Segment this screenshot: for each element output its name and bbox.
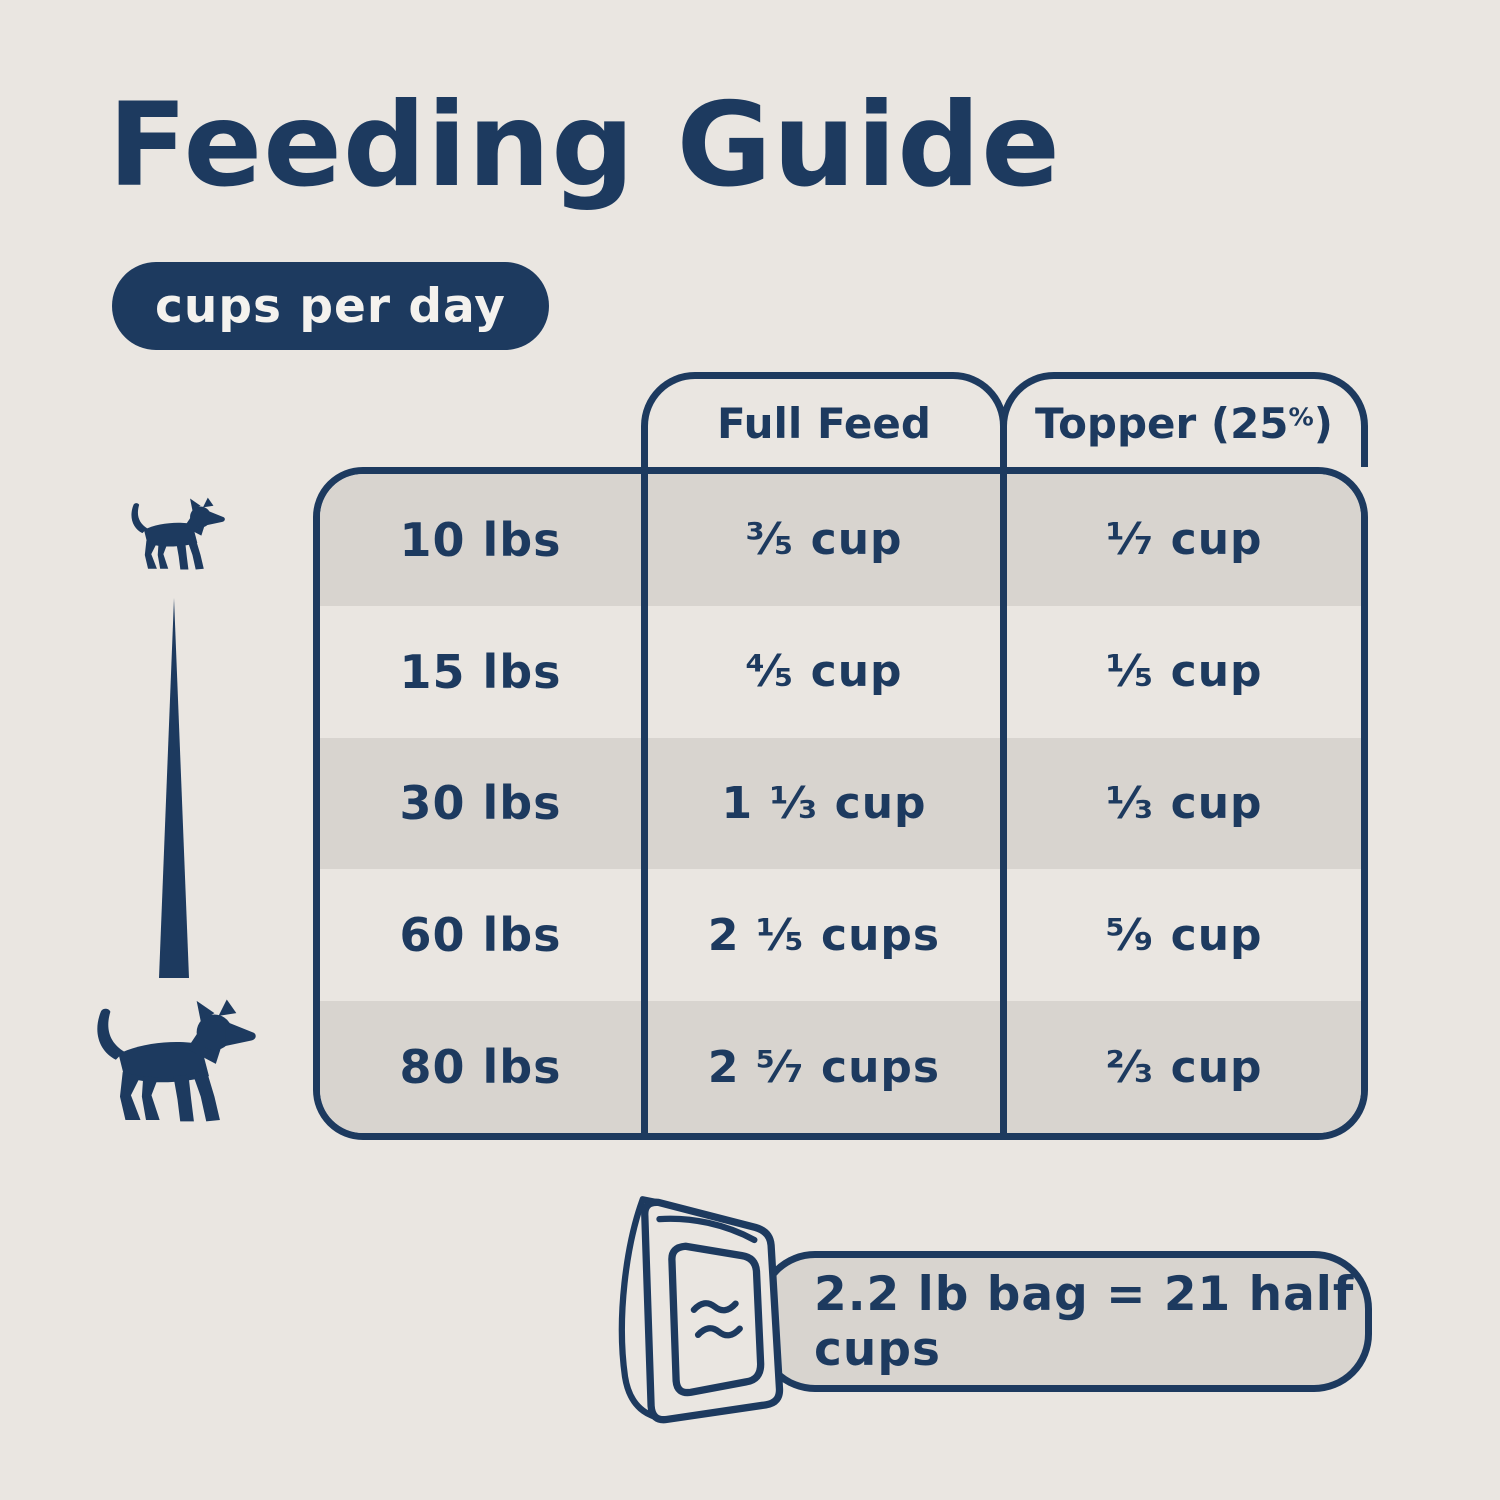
table-row: 15 lbs ⁴⁄₅ cup ¹⁄₅ cup [320, 605, 1361, 738]
small-dog-icon [131, 497, 225, 570]
topper-cell: ¹⁄₃ cup [1000, 737, 1361, 870]
full-feed-label: Full Feed [717, 398, 931, 448]
table-row: 60 lbs 2 ¹⁄₅ cups ⁵⁄₉ cup [320, 869, 1361, 1002]
large-dog-icon [97, 999, 256, 1122]
bag-yield-badge: 2.2 lb bag = 21 half cups [757, 1251, 1372, 1392]
topper-cell: ¹⁄₇ cup [1000, 474, 1361, 606]
full-feed-cell: ³⁄₅ cup [641, 474, 1000, 606]
column-header-full-feed: Full Feed [641, 372, 1007, 467]
weight-cell: 10 lbs [399, 512, 562, 567]
topper-label: Topper (25%) [1035, 398, 1333, 448]
topper-cell: ²⁄₃ cup [1000, 1001, 1361, 1133]
food-bag-icon [618, 1196, 784, 1424]
weight-cell: 80 lbs [399, 1040, 562, 1095]
full-feed-cell: 2 ¹⁄₅ cups [641, 869, 1000, 1002]
full-feed-cell: 1 ¹⁄₃ cup [641, 737, 1000, 870]
topper-cell: ¹⁄₅ cup [1000, 605, 1361, 738]
units-badge-label: cups per day [155, 278, 506, 334]
units-badge: cups per day [112, 262, 549, 350]
bag-yield-label: 2.2 lb bag = 21 half cups [814, 1266, 1355, 1377]
weight-cell: 30 lbs [399, 776, 562, 831]
size-spike-icon [159, 598, 189, 978]
full-feed-cell: ⁴⁄₅ cup [641, 605, 1000, 738]
feeding-table: 10 lbs ³⁄₅ cup ¹⁄₇ cup 15 lbs ⁴⁄₅ cup ¹⁄… [313, 467, 1368, 1140]
table-row: 10 lbs ³⁄₅ cup ¹⁄₇ cup [320, 474, 1361, 606]
weight-cell: 60 lbs [399, 908, 562, 963]
topper-cell: ⁵⁄₉ cup [1000, 869, 1361, 1002]
table-row: 80 lbs 2 ⁵⁄₇ cups ²⁄₃ cup [320, 1001, 1361, 1133]
full-feed-cell: 2 ⁵⁄₇ cups [641, 1001, 1000, 1133]
page-title: Feeding Guide [108, 78, 1061, 213]
column-header-topper: Topper (25%) [1000, 372, 1368, 467]
weight-cell: 15 lbs [399, 644, 562, 699]
table-row: 30 lbs 1 ¹⁄₃ cup ¹⁄₃ cup [320, 737, 1361, 870]
